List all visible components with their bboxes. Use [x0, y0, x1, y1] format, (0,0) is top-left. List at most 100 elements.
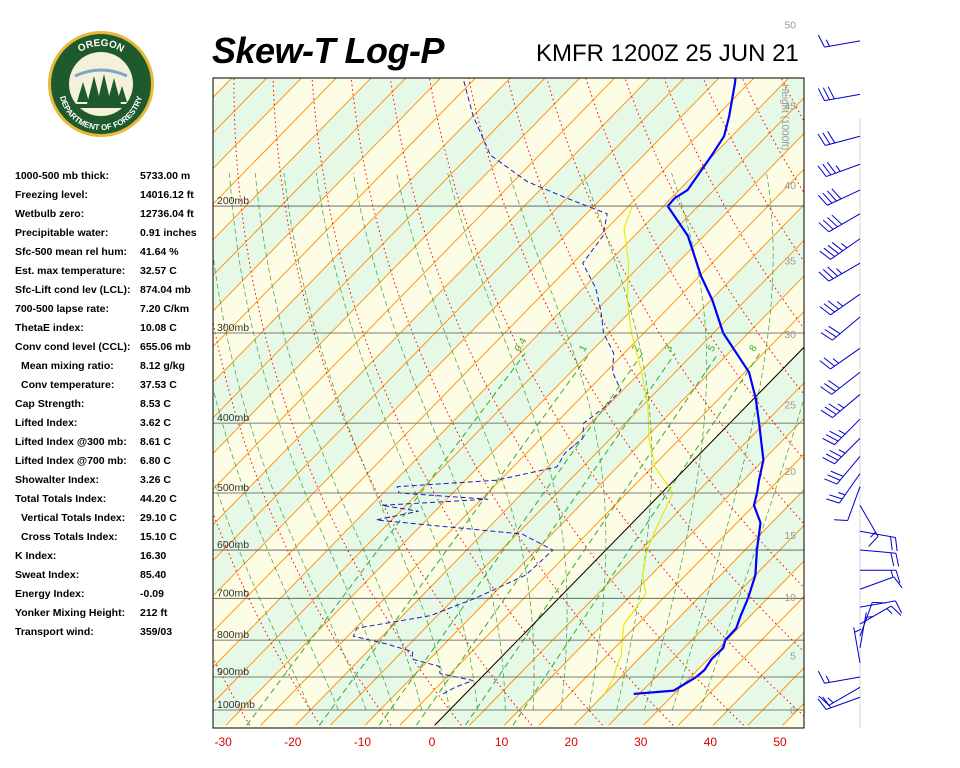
stat-label: ThetaE index: [15, 322, 84, 334]
height-tick-label: 35 [784, 256, 796, 268]
wind-barb [820, 316, 861, 341]
isotherm-line [260, 168, 804, 726]
stat-value: 32.57 C [140, 265, 177, 277]
wind-barb [819, 347, 861, 370]
stat-value: 14016.12 ft [140, 189, 194, 201]
isotherm-line [213, 78, 511, 383]
height-tick-label: 15 [784, 530, 796, 542]
x-tick-label: 10 [495, 735, 509, 749]
wind-barb [853, 627, 862, 663]
wind-barb [860, 569, 901, 584]
wind-barb [817, 696, 861, 711]
moist-adiabat [213, 477, 311, 711]
moist-adiabats [213, 172, 804, 711]
mixing-ratio-line [378, 352, 644, 726]
height-axis: 0 5 10 15 20 25 30 35 40 45 50 Height (1000ft) [779, 20, 796, 717]
stat-row: Conv cond level (CCL): 655.06 mb [15, 337, 215, 356]
stat-label: Conv cond level (CCL): [15, 341, 131, 353]
moist-adiabat [352, 173, 506, 711]
moist-adiabat [213, 386, 339, 711]
mixing-ratio-line [415, 352, 676, 726]
stat-value: 41.64 % [140, 246, 179, 258]
mixing-ratio-label: 8 [748, 343, 761, 354]
wind-barb [820, 394, 861, 418]
stat-value: -0.09 [140, 588, 164, 600]
wind-barb [859, 601, 886, 637]
stat-row: Lifted Index @300 mb: 8.61 C [15, 432, 215, 451]
x-tick-label: 0 [429, 735, 436, 749]
dry-adiabat [350, 78, 674, 726]
zero-isotherm [434, 346, 804, 726]
x-tick-label: 40 [704, 735, 718, 749]
moist-adiabat [229, 173, 395, 711]
height-tick-label: 45 [784, 100, 796, 112]
stat-label: 1000-500 mb thick: [15, 170, 109, 182]
x-axis: -30 -20 -10 0 10 20 30 40 50 [215, 735, 787, 749]
station-time-label: KMFR 1200Z 25 JUN 21 [536, 40, 799, 67]
isotherm-line [295, 204, 804, 726]
wind-barb [818, 262, 861, 282]
stat-row: 1000-500 mb thick: 5733.00 m [15, 166, 215, 185]
wind-barb [834, 486, 861, 521]
stat-row: Wetbulb zero: 12736.04 ft [15, 204, 215, 223]
isotherm-line [213, 78, 651, 526]
mixing-ratio-label: 2 [630, 343, 643, 354]
stat-row: Sfc-500 mean rel hum: 41.64 % [15, 242, 215, 261]
stat-value: 8.61 C [140, 436, 171, 448]
isotherm-line [329, 239, 804, 726]
stat-row: Showalter Index: 3.26 C [15, 470, 215, 489]
mixing-ratio-line [319, 352, 591, 726]
stat-row: Transport wind: 359/03 [15, 622, 215, 641]
dry-adiabat [233, 78, 462, 726]
stat-value: 15.10 C [140, 531, 177, 543]
isotherm-line [213, 78, 477, 348]
plot-frame [212, 77, 805, 729]
stat-value: 44.20 C [140, 493, 177, 505]
mixing-ratio-line [464, 352, 719, 726]
wind-barb [859, 530, 898, 552]
stat-label: Vertical Totals Index: [21, 512, 126, 524]
chart-title: Skew-T Log-P [212, 30, 445, 71]
isotherm-line [643, 560, 804, 726]
isotherm-line [213, 78, 268, 134]
mixing-ratio-line [512, 352, 761, 726]
stat-label: K Index: [15, 550, 57, 562]
stat-value: 7.20 C/km [140, 303, 190, 315]
isobar-label: 400mb [217, 412, 249, 424]
dry-adiabats [213, 78, 804, 726]
stat-value: 85.40 [140, 569, 167, 581]
stat-value: 5733.00 m [140, 170, 191, 182]
mixing-ratio-lines: 0.4 1 2 3 5 8 [246, 336, 761, 726]
parcel-trace [604, 205, 674, 695]
stat-row: Lifted Index: 3.62 C [15, 413, 215, 432]
stat-value: 0.91 inches [140, 227, 197, 239]
stat-row: Yonker Mixing Height: 212 ft [15, 603, 215, 622]
isotherm-line [213, 78, 372, 241]
stat-value: 12736.04 ft [140, 208, 194, 220]
moist-adiabat [699, 396, 804, 711]
height-tick-label: 30 [784, 329, 796, 341]
dry-adiabat [272, 78, 533, 726]
height-tick-label: 25 [784, 400, 796, 412]
stat-row: Conv temperature: 37.53 C [15, 375, 215, 394]
stat-value: 874.04 mb [140, 284, 191, 296]
stat-label: Transport wind: [15, 626, 94, 638]
isobar-label: 1000mb [217, 699, 255, 711]
stat-label: Est. max temperature: [15, 265, 126, 277]
isotherm-line [213, 78, 790, 668]
wind-barb [817, 188, 861, 206]
isotherm-line [538, 453, 804, 726]
wind-barb [817, 162, 861, 178]
moist-adiabat [583, 172, 653, 711]
height-tick-label: 40 [784, 180, 796, 192]
dry-adiabat [624, 78, 804, 396]
stat-label: Energy Index: [15, 588, 85, 600]
stat-row: 700-500 lapse rate: 7.20 C/km [15, 299, 215, 318]
isotherm-line [213, 78, 581, 455]
dry-adiabat [546, 78, 804, 525]
isotherm-line [213, 78, 616, 490]
isotherm-line [225, 132, 804, 726]
mixing-ratio-label: 3 [663, 343, 676, 354]
stat-row: Mean mixing ratio: 8.12 g/kg [15, 356, 215, 375]
